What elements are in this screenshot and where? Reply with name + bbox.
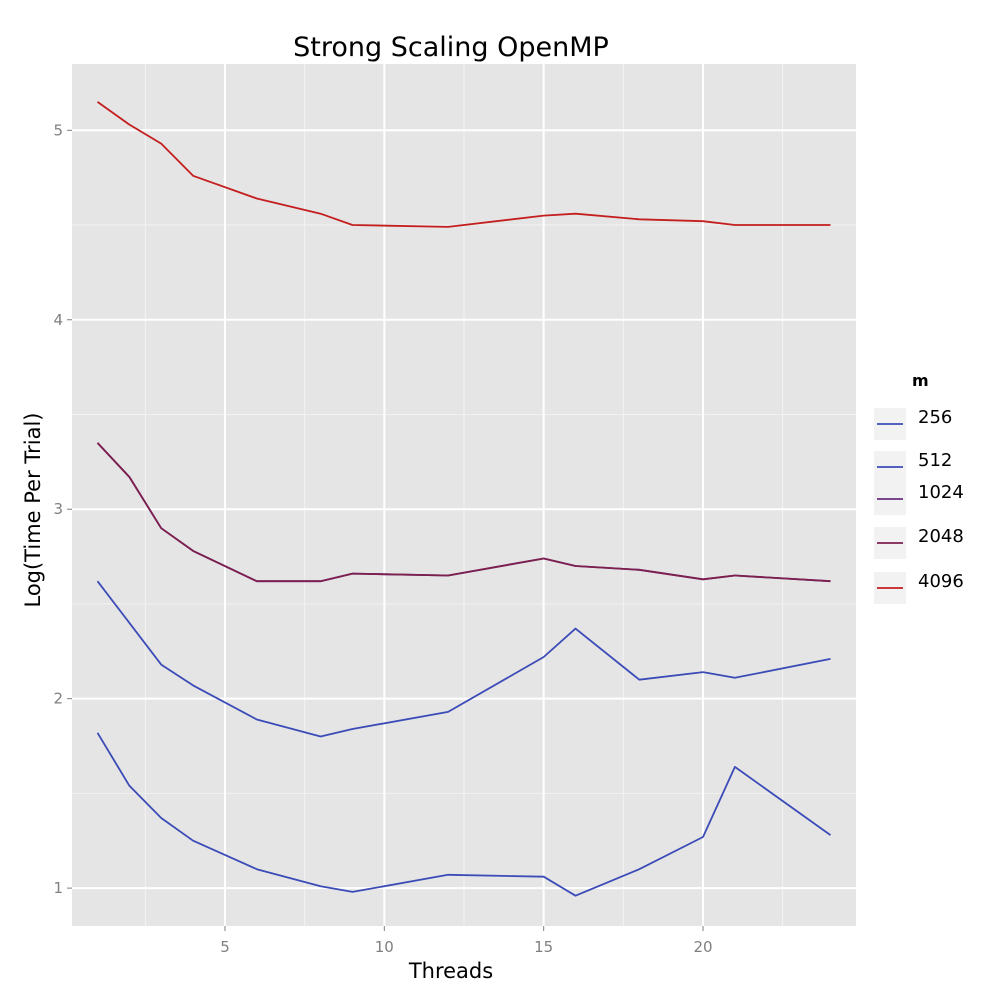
axis-ticks: 5 10 15 20 1 2 3 4 5: [53, 121, 712, 956]
chart-title: Strong Scaling OpenMP: [293, 32, 609, 63]
legend-label-256: 256: [918, 407, 952, 428]
y-tick-label: 3: [53, 500, 63, 518]
x-tick-label: 20: [693, 938, 712, 956]
legend-label-2048: 2048: [918, 526, 964, 547]
grid-lines: [72, 64, 856, 926]
legend-label-4096: 4096: [918, 571, 964, 592]
legend-label-512: 512: [918, 450, 952, 471]
legend-label-1024: 1024: [918, 482, 964, 503]
x-tick-label: 10: [375, 938, 394, 956]
series-line-2048: [96, 442, 831, 583]
y-tick-label: 4: [53, 311, 63, 329]
legend-title: m: [912, 371, 929, 390]
series-line-256: [96, 732, 832, 897]
series-line-4096: [96, 101, 831, 228]
x-tick-label: 5: [220, 938, 230, 956]
y-tick-label: 5: [53, 121, 63, 139]
x-tick-label: 15: [534, 938, 553, 956]
y-tick-label: 2: [53, 690, 63, 708]
series-lines: [96, 101, 832, 897]
y-axis-title: Log(Time Per Trial): [21, 412, 45, 607]
x-axis-title: Threads: [408, 959, 493, 983]
series-line-512: [96, 580, 831, 738]
y-tick-label: 1: [53, 879, 63, 897]
legend: m 256 512 1024 2048 4096: [874, 371, 964, 604]
